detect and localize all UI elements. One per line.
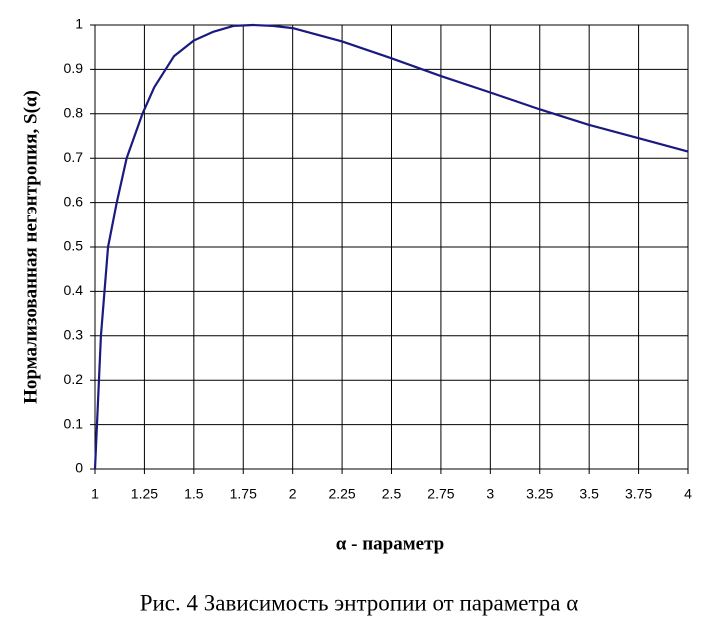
x-tick-label: 4 [684,486,692,502]
y-tick-label: 0.2 [64,371,84,387]
y-tick-label: 0.8 [64,105,84,121]
y-axis-label: Нормализованная негэнтропия, S(α) [20,90,41,404]
x-tick-label: 3 [486,486,494,502]
x-tick-label: 2.25 [328,486,355,502]
y-tick-label: 0.9 [64,60,84,76]
x-tick-label: 2.5 [382,486,402,502]
x-tick-label: 3.5 [579,486,599,502]
x-tick-label: 3.75 [625,486,652,502]
y-tick-label: 0.3 [64,327,84,343]
y-tick-label: 1 [75,16,83,32]
y-tick-label: 0.4 [64,282,84,298]
x-tick-label: 1.5 [184,486,204,502]
data-line [93,23,689,470]
x-axis-label: α - параметр [336,533,444,554]
x-tick-label: 1.75 [230,486,257,502]
y-tick-label: 0.6 [64,193,84,209]
x-tick-label: 3.25 [526,486,553,502]
y-tick-label: 0.1 [64,415,84,431]
caption: Рис. 4 Зависимость энтропии от параметра… [140,590,579,615]
x-tick-label: 1 [91,486,99,502]
y-tick-label: 0.5 [64,238,84,254]
x-tick-label: 1.25 [131,486,158,502]
plot-border [94,24,689,470]
x-tick-label: 2.75 [427,486,454,502]
y-tick-label: 0 [75,460,83,476]
y-tick-label: 0.7 [64,149,84,165]
x-tick-label: 2 [289,486,297,502]
